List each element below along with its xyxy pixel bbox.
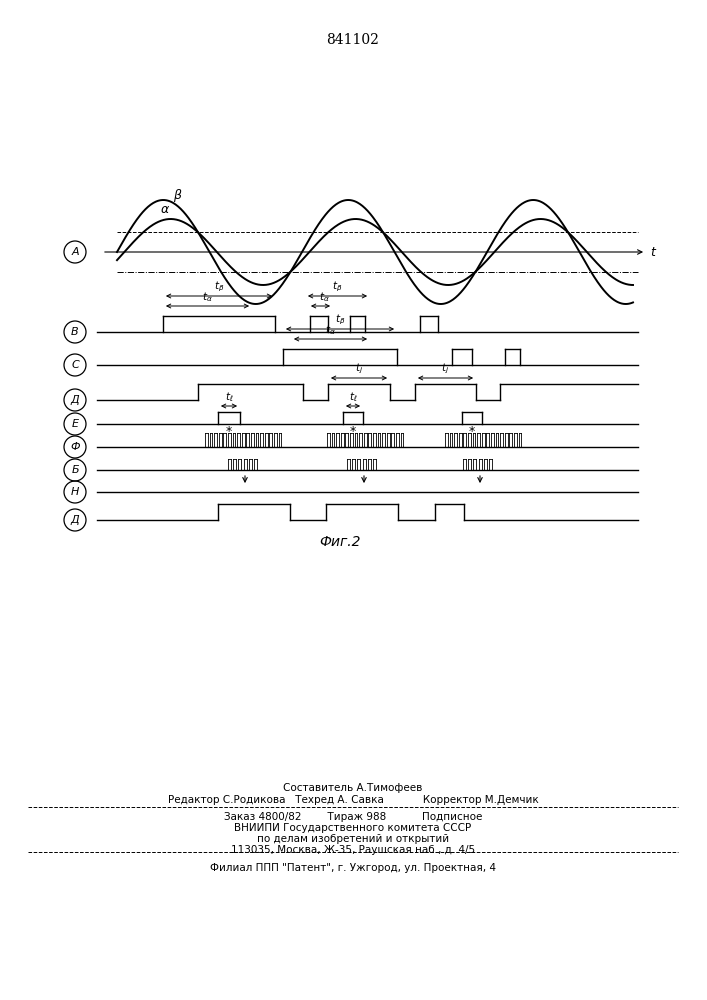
Text: ВНИИПИ Государственного комитета СССР: ВНИИПИ Государственного комитета СССР <box>235 823 472 833</box>
Text: *: * <box>226 424 232 438</box>
Text: Фиг.2: Фиг.2 <box>320 535 361 549</box>
Text: 113035, Москва, Ж-35, Раушская наб., д. 4/5: 113035, Москва, Ж-35, Раушская наб., д. … <box>231 845 475 855</box>
Text: $t_\ell$: $t_\ell$ <box>349 390 357 404</box>
Text: $t_\alpha$: $t_\alpha$ <box>325 323 336 337</box>
Text: β: β <box>173 189 181 202</box>
Text: 841102: 841102 <box>327 33 380 47</box>
Text: Н: Н <box>71 487 79 497</box>
Text: Ф: Ф <box>70 442 80 452</box>
Text: $t_j$: $t_j$ <box>441 362 450 376</box>
Text: *: * <box>469 424 475 438</box>
Text: Филиал ППП "Патент", г. Ужгород, ул. Проектная, 4: Филиал ППП "Патент", г. Ужгород, ул. Про… <box>210 863 496 873</box>
Text: Заказ 4800/82        Тираж 988           Подписное: Заказ 4800/82 Тираж 988 Подписное <box>224 812 482 822</box>
Text: $t_\beta$: $t_\beta$ <box>214 280 224 294</box>
Text: t: t <box>650 245 655 258</box>
Text: $t_\alpha$: $t_\alpha$ <box>319 290 329 304</box>
Text: $t_\ell$: $t_\ell$ <box>225 390 233 404</box>
Text: $t_\beta$: $t_\beta$ <box>334 313 345 327</box>
Text: В: В <box>71 327 78 337</box>
Text: $t_\beta$: $t_\beta$ <box>332 280 343 294</box>
Text: Редактор С.Родикова   Техред А. Савка            Корректор М.Демчик: Редактор С.Родикова Техред А. Савка Корр… <box>168 795 538 805</box>
Text: А: А <box>71 247 78 257</box>
Text: Д: Д <box>71 515 79 525</box>
Text: Д: Д <box>71 395 79 405</box>
Text: по делам изобретений и открытий: по делам изобретений и открытий <box>257 834 449 844</box>
Text: С: С <box>71 360 79 370</box>
Text: $t_\alpha$: $t_\alpha$ <box>202 290 213 304</box>
Text: Б: Б <box>71 465 78 475</box>
Text: $t_j$: $t_j$ <box>355 362 363 376</box>
Text: α: α <box>160 203 169 216</box>
Text: Е: Е <box>71 419 78 429</box>
Text: *: * <box>350 424 356 438</box>
Text: Составитель А.Тимофеев: Составитель А.Тимофеев <box>284 783 423 793</box>
